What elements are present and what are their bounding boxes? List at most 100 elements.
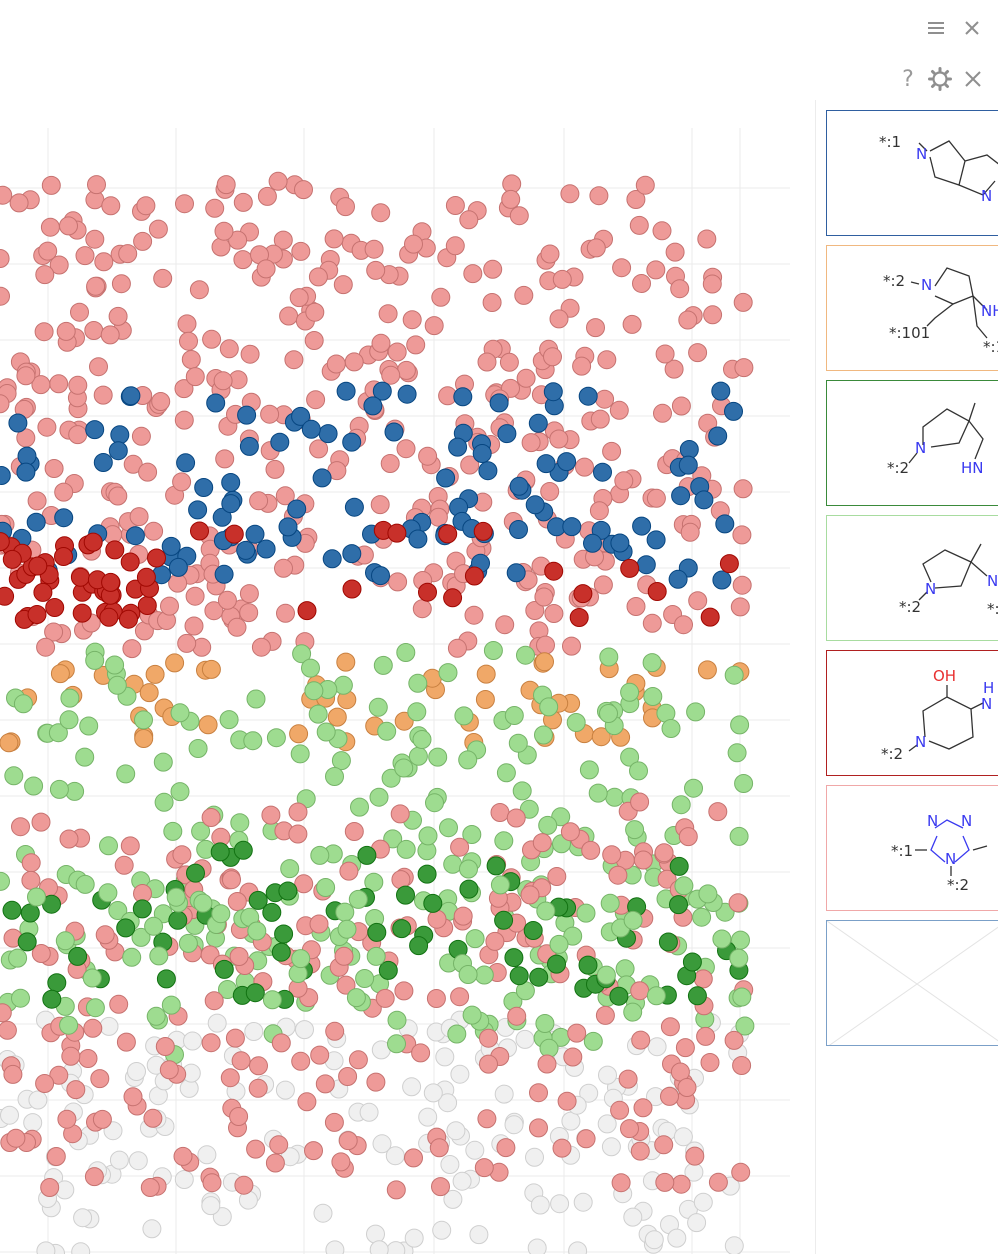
data-point[interactable] bbox=[712, 929, 732, 949]
data-point[interactable] bbox=[36, 1241, 56, 1254]
data-point[interactable] bbox=[693, 969, 713, 989]
data-point[interactable] bbox=[539, 1038, 559, 1058]
data-point[interactable] bbox=[711, 381, 731, 401]
data-point[interactable] bbox=[620, 747, 640, 767]
data-point[interactable] bbox=[646, 488, 666, 508]
data-point[interactable] bbox=[381, 365, 401, 385]
data-point[interactable] bbox=[534, 587, 554, 607]
data-point[interactable] bbox=[504, 948, 524, 968]
data-point[interactable] bbox=[728, 893, 748, 913]
data-point[interactable] bbox=[732, 525, 752, 545]
data-point[interactable] bbox=[261, 805, 281, 825]
data-point[interactable] bbox=[540, 244, 560, 264]
data-point[interactable] bbox=[712, 570, 732, 590]
data-point[interactable] bbox=[95, 925, 115, 945]
data-point[interactable] bbox=[86, 276, 106, 296]
data-point[interactable] bbox=[248, 1078, 268, 1098]
data-point[interactable] bbox=[431, 1177, 450, 1197]
data-point[interactable] bbox=[109, 1150, 129, 1170]
data-point[interactable] bbox=[121, 386, 141, 406]
data-point[interactable] bbox=[175, 194, 194, 214]
data-point[interactable] bbox=[450, 1064, 470, 1084]
data-point[interactable] bbox=[188, 500, 208, 520]
data-point[interactable] bbox=[136, 567, 156, 587]
data-point[interactable] bbox=[244, 1022, 264, 1041]
data-point[interactable] bbox=[31, 375, 51, 395]
data-point[interactable] bbox=[654, 1135, 674, 1155]
data-point[interactable] bbox=[593, 462, 612, 482]
data-point[interactable] bbox=[417, 864, 437, 884]
data-point[interactable] bbox=[40, 1178, 60, 1197]
data-point[interactable] bbox=[494, 910, 514, 930]
data-point[interactable] bbox=[214, 959, 234, 979]
data-point[interactable] bbox=[36, 637, 56, 657]
data-point[interactable] bbox=[70, 567, 90, 587]
data-point[interactable] bbox=[538, 815, 558, 835]
data-point[interactable] bbox=[38, 241, 58, 261]
data-point[interactable] bbox=[227, 892, 247, 911]
data-point[interactable] bbox=[443, 588, 463, 608]
data-point[interactable] bbox=[477, 1109, 497, 1129]
data-point[interactable] bbox=[8, 948, 28, 968]
data-point[interactable] bbox=[575, 457, 594, 477]
data-point[interactable] bbox=[308, 704, 328, 724]
data-point[interactable] bbox=[0, 586, 15, 606]
data-point[interactable] bbox=[297, 601, 317, 621]
data-point[interactable] bbox=[671, 396, 691, 416]
data-point[interactable] bbox=[233, 192, 253, 212]
data-point[interactable] bbox=[174, 1170, 194, 1189]
data-point[interactable] bbox=[177, 314, 197, 334]
data-point[interactable] bbox=[490, 803, 510, 822]
data-point[interactable] bbox=[229, 947, 249, 966]
data-point[interactable] bbox=[572, 356, 592, 376]
data-point[interactable] bbox=[331, 751, 351, 771]
data-point[interactable] bbox=[678, 827, 698, 847]
data-point[interactable] bbox=[2, 900, 22, 920]
data-point[interactable] bbox=[591, 727, 611, 747]
data-point[interactable] bbox=[697, 229, 717, 249]
data-point[interactable] bbox=[436, 468, 456, 488]
data-point[interactable] bbox=[336, 652, 356, 672]
data-point[interactable] bbox=[161, 995, 181, 1015]
data-point[interactable] bbox=[94, 252, 114, 272]
data-point[interactable] bbox=[569, 608, 589, 627]
data-point[interactable] bbox=[251, 637, 271, 657]
data-point[interactable] bbox=[193, 893, 213, 913]
data-point[interactable] bbox=[550, 1194, 570, 1214]
data-point[interactable] bbox=[655, 344, 675, 364]
data-point[interactable] bbox=[635, 175, 655, 195]
data-point[interactable] bbox=[408, 529, 428, 549]
data-point[interactable] bbox=[266, 728, 286, 748]
data-point[interactable] bbox=[160, 596, 179, 616]
data-point[interactable] bbox=[333, 675, 353, 695]
data-point[interactable] bbox=[336, 381, 356, 401]
data-point[interactable] bbox=[516, 645, 535, 665]
data-point[interactable] bbox=[325, 767, 344, 786]
data-point[interactable] bbox=[40, 217, 60, 237]
data-point[interactable] bbox=[273, 230, 293, 250]
data-point[interactable] bbox=[458, 965, 478, 984]
data-point[interactable] bbox=[144, 521, 164, 541]
data-point[interactable] bbox=[392, 919, 412, 939]
data-point[interactable] bbox=[595, 1005, 615, 1025]
data-point[interactable] bbox=[118, 244, 138, 264]
data-point[interactable] bbox=[60, 688, 80, 708]
data-point[interactable] bbox=[219, 339, 239, 359]
data-point[interactable] bbox=[93, 385, 113, 405]
data-point[interactable] bbox=[75, 246, 95, 266]
data-point[interactable] bbox=[291, 1051, 311, 1071]
data-point[interactable] bbox=[623, 1002, 643, 1022]
data-point[interactable] bbox=[447, 638, 467, 658]
data-point[interactable] bbox=[459, 210, 479, 230]
data-point[interactable] bbox=[632, 516, 652, 536]
data-point[interactable] bbox=[394, 981, 414, 1001]
data-point[interactable] bbox=[59, 829, 79, 849]
data-point[interactable] bbox=[44, 459, 64, 478]
data-point[interactable] bbox=[509, 206, 529, 226]
data-point[interactable] bbox=[324, 229, 344, 249]
data-point[interactable] bbox=[191, 821, 211, 841]
data-point[interactable] bbox=[0, 394, 10, 414]
data-point[interactable] bbox=[339, 861, 359, 881]
data-point[interactable] bbox=[408, 673, 428, 693]
data-point[interactable] bbox=[287, 499, 307, 519]
